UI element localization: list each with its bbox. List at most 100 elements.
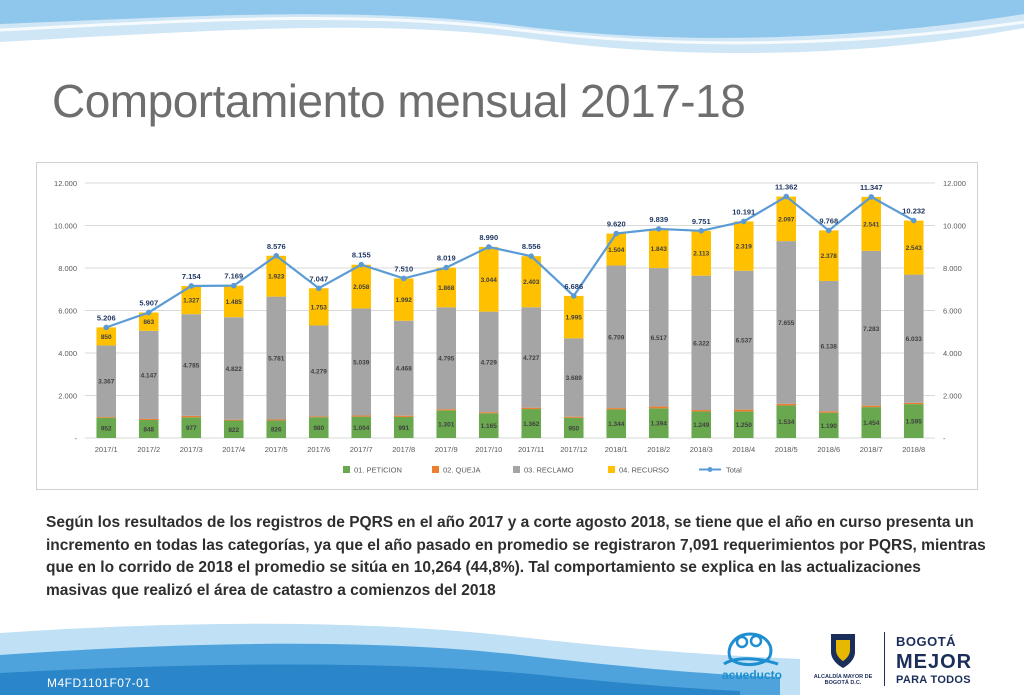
bar-segment (266, 420, 287, 438)
bar-data-label: 850 (101, 334, 112, 341)
bar-segment (223, 419, 244, 421)
bar-segment (181, 285, 202, 315)
bar-data-label: 1.534 (778, 419, 795, 426)
bar-data-label: 1.004 (353, 425, 370, 432)
bar-data-label: 7.283 (863, 326, 880, 333)
y-tick-label-right: 8.000 (943, 264, 962, 273)
bar-data-label: 1.165 (481, 423, 498, 430)
bar-segment (691, 230, 712, 276)
legend-swatch-marker (707, 467, 713, 472)
bar-data-label: 1.344 (608, 421, 625, 428)
y-tick-label-right: 2.000 (943, 392, 962, 401)
y-tick-label: 4.000 (58, 349, 77, 358)
bar-data-label: 977 (186, 425, 197, 432)
header-wave (0, 0, 1024, 54)
y-tick-label-right: 6.000 (943, 307, 962, 316)
total-data-label: 7.047 (309, 274, 328, 283)
bar-segment (478, 412, 499, 414)
bogota-logo-line3: PARA TODOS (896, 674, 971, 686)
bar-data-label: 826 (271, 427, 282, 434)
y-tick-label-right: 10.000 (943, 222, 966, 231)
total-point (825, 227, 832, 234)
bar-segment (521, 407, 542, 410)
bar-data-label: 7.655 (778, 320, 795, 327)
bar-segment (606, 265, 627, 409)
bar-data-label: 1.504 (608, 247, 625, 254)
total-data-label: 7.510 (394, 264, 413, 273)
bar-segment (733, 221, 754, 271)
bar-segment (776, 241, 797, 404)
total-data-label: 9.620 (607, 220, 626, 229)
bar-segment (266, 255, 287, 297)
alcaldia-logo-text: ALCALDÍA MAYOR DE BOGOTÁ D.C. (813, 674, 873, 686)
bar-segment (648, 228, 669, 269)
total-point (528, 253, 535, 259)
x-tick-label: 2018/1 (605, 445, 628, 454)
total-point (613, 230, 620, 237)
bar-segment (266, 296, 287, 420)
bar-segment (818, 411, 839, 413)
bar-data-label: 952 (101, 425, 112, 432)
total-point (868, 194, 875, 200)
x-tick-label: 2017/6 (307, 445, 330, 454)
bar-segment (351, 416, 372, 438)
bar-segment (138, 419, 159, 438)
bar-segment (861, 405, 882, 408)
bar-data-label: 2.543 (906, 245, 923, 252)
bar-segment (563, 295, 584, 339)
alcaldia-logo: ALCALDÍA MAYOR DE BOGOTÁ D.C. (812, 630, 874, 690)
x-tick-label: 2018/2 (647, 445, 670, 454)
bar-data-label: 980 (313, 425, 324, 432)
bar-segment (351, 415, 372, 417)
bar-segment (393, 278, 414, 321)
bar-data-label: 3.689 (566, 375, 583, 382)
bar-data-label: 4.727 (523, 355, 540, 362)
total-point (740, 218, 747, 225)
bar-segment (393, 415, 414, 417)
bar-segment (861, 250, 882, 406)
x-tick-label: 2017/8 (392, 445, 415, 454)
bar-segment (308, 416, 329, 418)
bar-segment (521, 307, 542, 408)
bar-segment (308, 325, 329, 417)
total-point (570, 293, 577, 299)
bar-data-label: 822 (228, 427, 239, 434)
bar-segment (223, 317, 244, 420)
bar-segment (308, 288, 329, 326)
bar-data-label: 4.147 (141, 372, 158, 379)
x-tick-label: 2018/6 (817, 445, 840, 454)
bar-data-label: 1.992 (396, 297, 413, 304)
total-point (698, 227, 705, 234)
legend-label: 02. QUEJA (443, 466, 481, 475)
bar-data-label: 6.322 (693, 340, 710, 347)
bar-segment (308, 417, 329, 438)
total-point (485, 244, 492, 250)
bar-data-label: 2.319 (736, 244, 753, 251)
bar-segment (776, 403, 797, 406)
chart-container: - - 2.000 2.000 4.000 4.000 6.000 6.000 8.000 8.0… (36, 162, 978, 490)
total-data-label: 11.362 (775, 183, 798, 192)
bar-data-label: 2.113 (693, 251, 709, 258)
total-data-label: 11.347 (860, 183, 883, 192)
bar-segment (266, 419, 287, 421)
bar-segment (691, 411, 712, 438)
total-point (230, 282, 237, 289)
bar-data-label: 1.843 (651, 246, 668, 253)
bar-segment (563, 416, 584, 418)
x-tick-label: 2017/11 (518, 445, 545, 454)
bar-segment (436, 267, 457, 308)
bar-segment (351, 308, 372, 416)
total-line (105, 195, 915, 329)
bar-segment (351, 264, 372, 309)
total-data-label: 10.232 (902, 207, 925, 216)
bar-segment (691, 275, 712, 411)
total-point (145, 309, 152, 316)
bar-data-label: 5.039 (353, 359, 370, 366)
y-tick-label: 10.000 (54, 222, 77, 231)
total-data-label: 8.155 (352, 251, 371, 260)
bar-segment (903, 274, 924, 403)
total-data-label: 8.576 (267, 242, 286, 251)
footer-code: M4FD1101F07-01 (47, 676, 151, 690)
bar-segment (818, 230, 839, 281)
bar-data-label: 4.822 (226, 366, 243, 373)
